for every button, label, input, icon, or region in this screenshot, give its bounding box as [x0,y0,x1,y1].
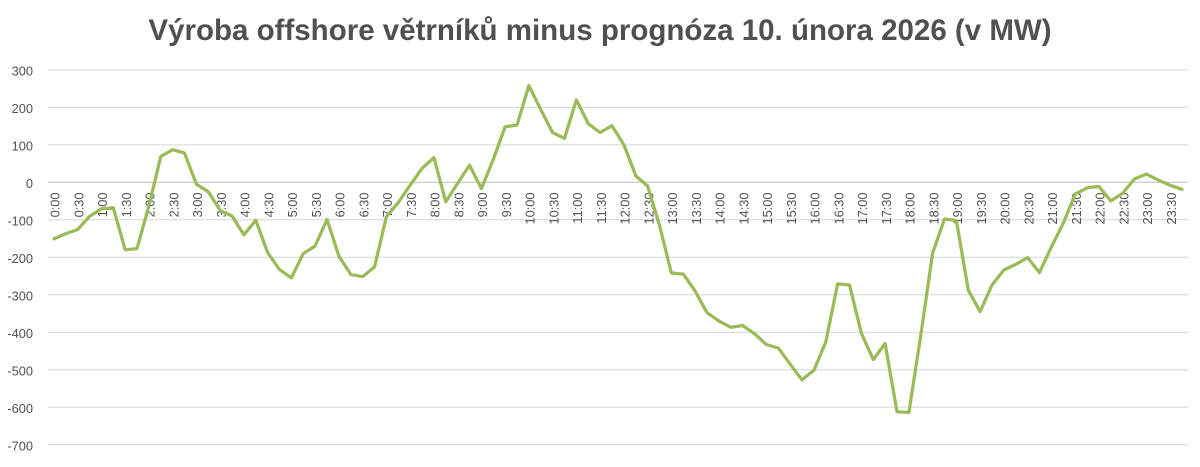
svg-text:10:00: 10:00 [523,193,538,225]
svg-text:8:00: 8:00 [428,193,443,218]
svg-text:15:30: 15:30 [784,193,799,225]
svg-text:8:30: 8:30 [451,193,466,218]
svg-text:0:30: 0:30 [71,193,86,218]
svg-text:-200: -200 [7,251,33,266]
svg-text:4:30: 4:30 [261,193,276,218]
svg-text:7:30: 7:30 [404,193,419,218]
svg-text:16:30: 16:30 [831,193,846,225]
svg-text:13:30: 13:30 [689,193,704,225]
svg-text:-500: -500 [7,363,33,378]
svg-text:14:30: 14:30 [736,193,751,225]
svg-text:18:00: 18:00 [903,193,918,225]
svg-text:16:00: 16:00 [808,193,823,225]
svg-text:200: 200 [12,101,33,116]
svg-text:100: 100 [12,139,33,154]
svg-text:-600: -600 [7,401,33,416]
svg-text:20:30: 20:30 [1021,193,1036,225]
svg-text:23:30: 23:30 [1164,193,1179,225]
svg-text:17:00: 17:00 [855,193,870,225]
svg-text:1:00: 1:00 [95,193,110,218]
svg-text:1:30: 1:30 [119,193,134,218]
svg-text:5:00: 5:00 [285,193,300,218]
svg-text:17:30: 17:30 [879,193,894,225]
svg-text:3:00: 3:00 [190,193,205,218]
svg-text:-300: -300 [7,288,33,303]
svg-text:Výroba offshore větrníků minus: Výroba offshore větrníků minus prognóza … [148,14,1051,47]
svg-text:9:00: 9:00 [475,193,490,218]
svg-text:13:00: 13:00 [665,193,680,225]
svg-text:2:30: 2:30 [166,193,181,218]
svg-text:10:30: 10:30 [546,193,561,225]
svg-text:-400: -400 [7,326,33,341]
svg-text:18:30: 18:30 [926,193,941,225]
svg-text:21:30: 21:30 [1069,193,1084,225]
svg-text:0: 0 [26,176,33,191]
svg-text:9:30: 9:30 [499,193,514,218]
svg-text:11:00: 11:00 [570,193,585,224]
svg-text:21:00: 21:00 [1045,193,1060,225]
svg-text:4:00: 4:00 [238,193,253,218]
svg-text:300: 300 [12,64,33,79]
svg-text:14:00: 14:00 [713,193,728,225]
svg-text:22:30: 22:30 [1116,193,1131,225]
svg-text:22:00: 22:00 [1093,193,1108,225]
svg-text:6:30: 6:30 [356,193,371,218]
svg-text:19:30: 19:30 [974,193,989,225]
svg-text:6:00: 6:00 [333,193,348,218]
svg-text:23:00: 23:00 [1140,193,1155,225]
svg-text:11:30: 11:30 [594,193,609,224]
svg-text:12:00: 12:00 [618,193,633,225]
svg-text:15:00: 15:00 [760,193,775,225]
svg-text:5:30: 5:30 [309,193,324,218]
svg-text:-100: -100 [7,213,33,228]
svg-text:0:00: 0:00 [48,193,63,218]
svg-text:20:00: 20:00 [998,193,1013,225]
svg-text:19:00: 19:00 [950,193,965,225]
svg-text:-700: -700 [7,438,33,453]
